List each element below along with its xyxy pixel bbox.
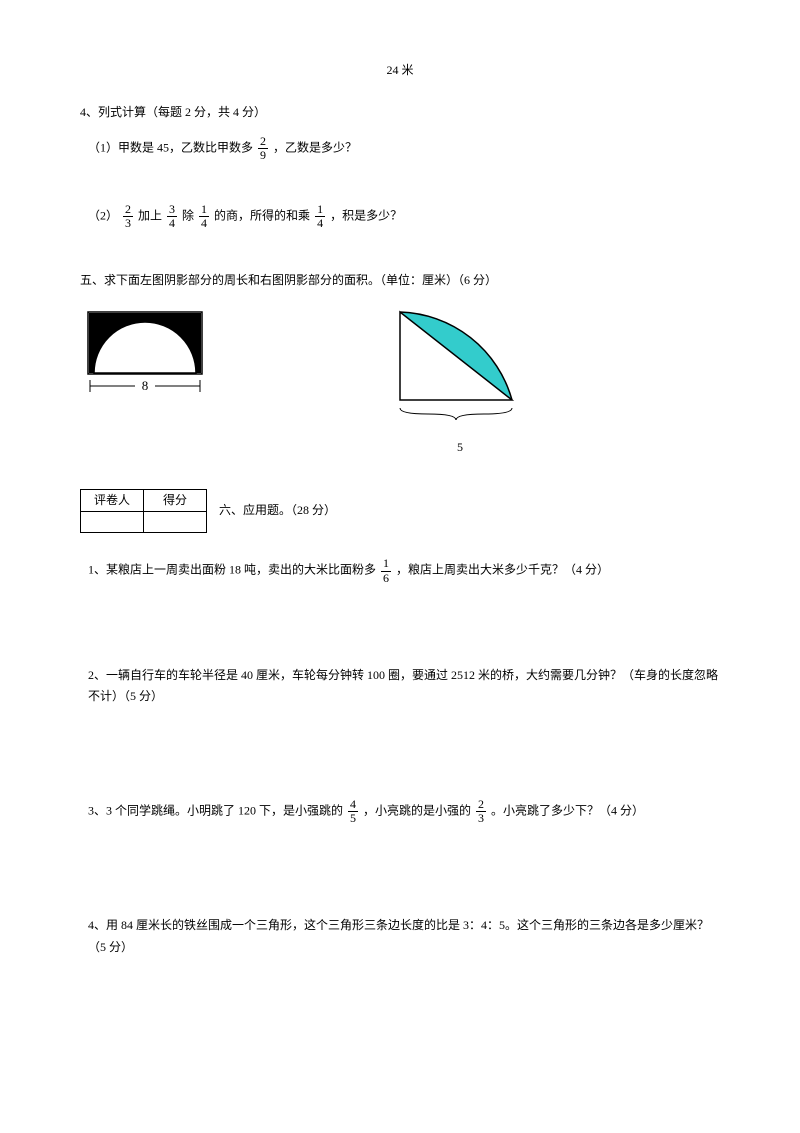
q4-p2-b: 加上 <box>138 208 165 222</box>
q5-title: 五、求下面左图阴影部分的周长和右图阴影部分的面积。（单位：厘米）（6 分） <box>80 270 720 292</box>
q4-p2-f4: 1 4 <box>315 203 325 230</box>
q4-p2-f3: 1 4 <box>199 203 209 230</box>
frac-num: 2 <box>476 798 486 812</box>
score-grader-header: 评卷人 <box>81 489 144 512</box>
frac-den: 9 <box>258 149 268 162</box>
section-6-header: 评卷人 得分 六、应用题。（28 分） <box>80 489 720 534</box>
question-5: 五、求下面左图阴影部分的周长和右图阴影部分的面积。（单位：厘米）（6 分） 8 <box>80 270 720 459</box>
frac-num: 1 <box>199 203 209 217</box>
fig2-dim-label: 5 <box>390 437 530 459</box>
section-6-title: 六、应用题。（28 分） <box>219 500 336 522</box>
q4-p1-frac: 2 9 <box>258 135 268 162</box>
frac-num: 4 <box>348 798 358 812</box>
s6q3-a: 3、3 个同学跳绳。小明跳了 120 下，是小强跳的 <box>88 803 346 817</box>
q5-figure-left: 8 <box>80 304 210 407</box>
q5-figure-right: 5 <box>390 304 530 459</box>
q4-p2-f2: 3 4 <box>167 203 177 230</box>
top-caption-text: 24 米 <box>386 63 413 77</box>
frac-den: 4 <box>167 217 177 230</box>
q4-part1: （1）甲数是 45，乙数比甲数多 2 9 ，乙数是多少？ <box>80 135 720 162</box>
frac-num: 1 <box>381 557 391 571</box>
q4-p1-b: ，乙数是多少？ <box>273 141 357 155</box>
s6q3-f1: 4 5 <box>348 798 358 825</box>
frac-num: 3 <box>167 203 177 217</box>
q5-figures: 8 5 <box>80 304 720 459</box>
q4-p2-f1: 2 3 <box>123 203 133 230</box>
frac-den: 3 <box>476 812 486 825</box>
s6-q2: 2、一辆自行车的车轮半径是 40 厘米，车轮每分钟转 100 圈，要通过 251… <box>80 665 720 708</box>
q4-p1-a: （1）甲数是 45，乙数比甲数多 <box>88 141 256 155</box>
frac-num: 2 <box>123 203 133 217</box>
s6-q1: 1、某粮店上一周卖出面粉 18 吨，卖出的大米比面粉多 1 6 ，粮店上周卖出大… <box>80 557 720 584</box>
q4-p2-d: 的商，所得的和乘 <box>214 208 313 222</box>
frac-den: 4 <box>199 217 209 230</box>
score-score-cell <box>144 512 207 533</box>
frac-num: 2 <box>258 135 268 149</box>
s6q1-frac: 1 6 <box>381 557 391 584</box>
q4-p2-c: 除 <box>182 208 197 222</box>
score-table: 评卷人 得分 <box>80 489 207 534</box>
semicircle-diagram: 8 <box>80 304 210 399</box>
s6q4-text: 4、用 84 厘米长的铁丝围成一个三角形，这个三角形三条边长度的比是 3：4：5… <box>88 918 709 954</box>
q4-p2-e: ，积是多少？ <box>330 208 402 222</box>
s6q3-b: ，小亮跳的是小强的 <box>363 803 474 817</box>
page: 24 米 4、列式计算（每题 2 分，共 4 分） （1）甲数是 45，乙数比甲… <box>0 0 800 1006</box>
s6q1-b: ，粮店上周卖出大米多少千克？（4 分） <box>396 563 609 577</box>
arc-triangle-diagram <box>390 304 530 424</box>
fig1-dim-label: 8 <box>142 378 149 393</box>
s6q3-c: 。小亮跳了多少下？（4 分） <box>491 803 644 817</box>
frac-den: 6 <box>381 572 391 585</box>
s6q2-text: 2、一辆自行车的车轮半径是 40 厘米，车轮每分钟转 100 圈，要通过 251… <box>88 668 718 704</box>
score-score-header: 得分 <box>144 489 207 512</box>
s6q1-a: 1、某粮店上一周卖出面粉 18 吨，卖出的大米比面粉多 <box>88 563 379 577</box>
frac-den: 3 <box>123 217 133 230</box>
question-4: 4、列式计算（每题 2 分，共 4 分） （1）甲数是 45，乙数比甲数多 2 … <box>80 102 720 230</box>
s6q3-f2: 2 3 <box>476 798 486 825</box>
q4-p2-a: （2） <box>88 208 118 222</box>
s6-q4: 4、用 84 厘米长的铁丝围成一个三角形，这个三角形三条边长度的比是 3：4：5… <box>80 915 720 958</box>
q4-title: 4、列式计算（每题 2 分，共 4 分） <box>80 102 720 124</box>
frac-den: 4 <box>315 217 325 230</box>
s6-q3: 3、3 个同学跳绳。小明跳了 120 下，是小强跳的 4 5 ，小亮跳的是小强的… <box>80 798 720 825</box>
frac-num: 1 <box>315 203 325 217</box>
q4-part2: （2） 2 3 加上 3 4 除 1 4 的商，所得的和乘 1 4 ，积是多少？ <box>80 203 720 230</box>
score-grader-cell <box>81 512 144 533</box>
frac-den: 5 <box>348 812 358 825</box>
top-caption: 24 米 <box>80 60 720 82</box>
